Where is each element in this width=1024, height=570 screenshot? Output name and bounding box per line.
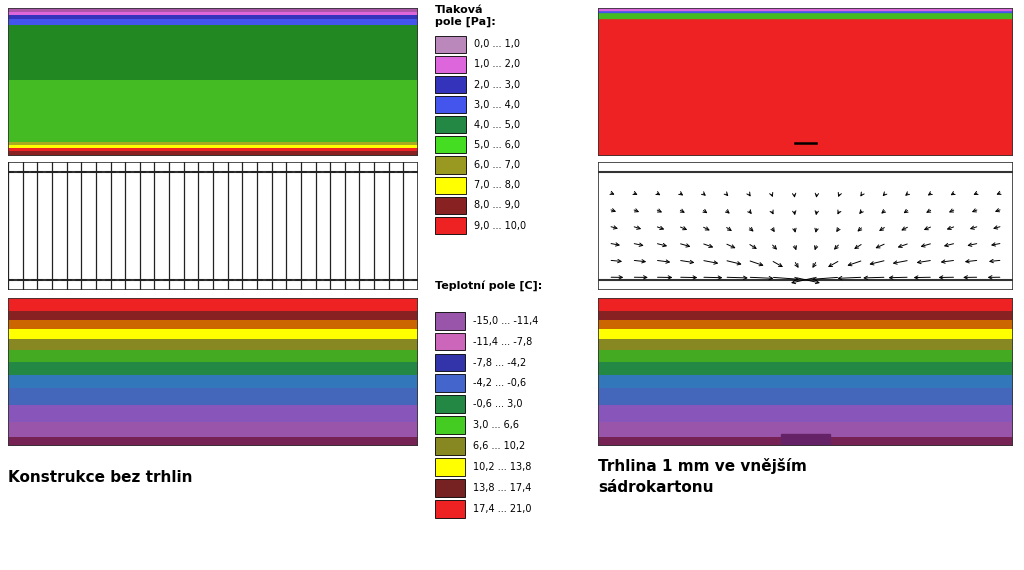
Bar — [435, 56, 466, 73]
Bar — [435, 374, 465, 392]
Text: 10,2 ... 13,8: 10,2 ... 13,8 — [473, 462, 531, 472]
Bar — [435, 500, 465, 518]
Bar — [8, 437, 418, 446]
Text: 7,0 ... 8,0: 7,0 ... 8,0 — [474, 180, 520, 190]
Bar — [8, 350, 418, 361]
Bar — [598, 350, 1013, 361]
Bar — [8, 142, 418, 145]
Text: 2,0 ... 3,0: 2,0 ... 3,0 — [474, 80, 520, 89]
Text: 6,6 ... 10,2: 6,6 ... 10,2 — [473, 441, 525, 451]
Bar — [435, 437, 465, 455]
Bar — [598, 320, 1013, 329]
Bar — [598, 10, 1013, 13]
Text: -0,6 ... 3,0: -0,6 ... 3,0 — [473, 400, 522, 409]
Bar — [8, 167, 418, 177]
Bar — [8, 388, 418, 405]
Text: 4,0 ... 5,0: 4,0 ... 5,0 — [474, 120, 520, 130]
Bar — [435, 312, 465, 329]
Bar — [8, 15, 418, 19]
Bar — [435, 396, 465, 413]
Text: 1,0 ... 2,0: 1,0 ... 2,0 — [474, 59, 520, 70]
Bar — [8, 275, 418, 285]
Text: -15,0 ... -11,4: -15,0 ... -11,4 — [473, 316, 539, 325]
Bar — [435, 353, 465, 371]
Bar — [8, 405, 418, 422]
Bar — [435, 76, 466, 93]
Bar — [435, 177, 466, 194]
Text: 13,8 ... 17,4: 13,8 ... 17,4 — [473, 483, 531, 493]
Bar — [435, 35, 466, 52]
Bar — [435, 416, 465, 434]
Bar — [435, 458, 465, 476]
Bar — [8, 80, 418, 142]
Bar — [8, 298, 418, 311]
Text: sádrokartonu: sádrokartonu — [598, 480, 714, 495]
Bar — [598, 375, 1013, 388]
Bar — [435, 96, 466, 113]
Bar — [8, 8, 418, 13]
Bar — [8, 19, 418, 25]
Bar — [8, 311, 418, 320]
Bar — [8, 148, 418, 151]
Bar — [598, 340, 1013, 350]
Text: 3,0 ... 6,6: 3,0 ... 6,6 — [473, 420, 519, 430]
Bar — [435, 217, 466, 234]
Bar — [8, 361, 418, 375]
Bar — [598, 405, 1013, 422]
Bar — [8, 13, 418, 15]
Bar — [8, 145, 418, 148]
Bar — [435, 197, 466, 214]
Bar — [8, 375, 418, 388]
Bar — [435, 116, 466, 133]
Bar — [598, 13, 1013, 18]
Text: -4,2 ... -0,6: -4,2 ... -0,6 — [473, 378, 526, 388]
Bar — [598, 437, 1013, 446]
Text: 5,0 ... 6,0: 5,0 ... 6,0 — [474, 140, 520, 150]
Bar — [598, 8, 1013, 10]
Text: 3,0 ... 4,0: 3,0 ... 4,0 — [474, 100, 520, 109]
Bar — [598, 329, 1013, 340]
Bar — [8, 320, 418, 329]
Bar — [780, 434, 830, 446]
Bar — [8, 340, 418, 350]
Bar — [598, 361, 1013, 375]
Bar — [598, 311, 1013, 320]
Bar — [598, 298, 1013, 311]
Text: -11,4 ... -7,8: -11,4 ... -7,8 — [473, 337, 532, 347]
Text: Tlaková
pole [Pa]:: Tlaková pole [Pa]: — [435, 5, 496, 27]
Text: 6,0 ... 7,0: 6,0 ... 7,0 — [474, 160, 520, 170]
Text: Konstrukce bez trhlin: Konstrukce bez trhlin — [8, 470, 193, 485]
Bar — [8, 422, 418, 437]
Bar — [435, 156, 466, 173]
Text: Trhlina 1 mm ve vnějším: Trhlina 1 mm ve vnějším — [598, 458, 807, 474]
Bar — [8, 329, 418, 340]
Bar — [435, 136, 466, 153]
Text: -7,8 ... -4,2: -7,8 ... -4,2 — [473, 357, 526, 368]
Bar — [8, 25, 418, 80]
Text: 8,0 ... 9,0: 8,0 ... 9,0 — [474, 201, 520, 210]
Bar — [8, 151, 418, 156]
Text: 17,4 ... 21,0: 17,4 ... 21,0 — [473, 504, 531, 514]
Bar — [598, 388, 1013, 405]
Text: 0,0 ... 1,0: 0,0 ... 1,0 — [474, 39, 520, 49]
Bar — [598, 422, 1013, 437]
Text: Teplotní pole [C]:: Teplotní pole [C]: — [435, 280, 543, 291]
Bar — [435, 479, 465, 496]
Text: 9,0 ... 10,0: 9,0 ... 10,0 — [474, 221, 526, 230]
Bar — [435, 333, 465, 351]
